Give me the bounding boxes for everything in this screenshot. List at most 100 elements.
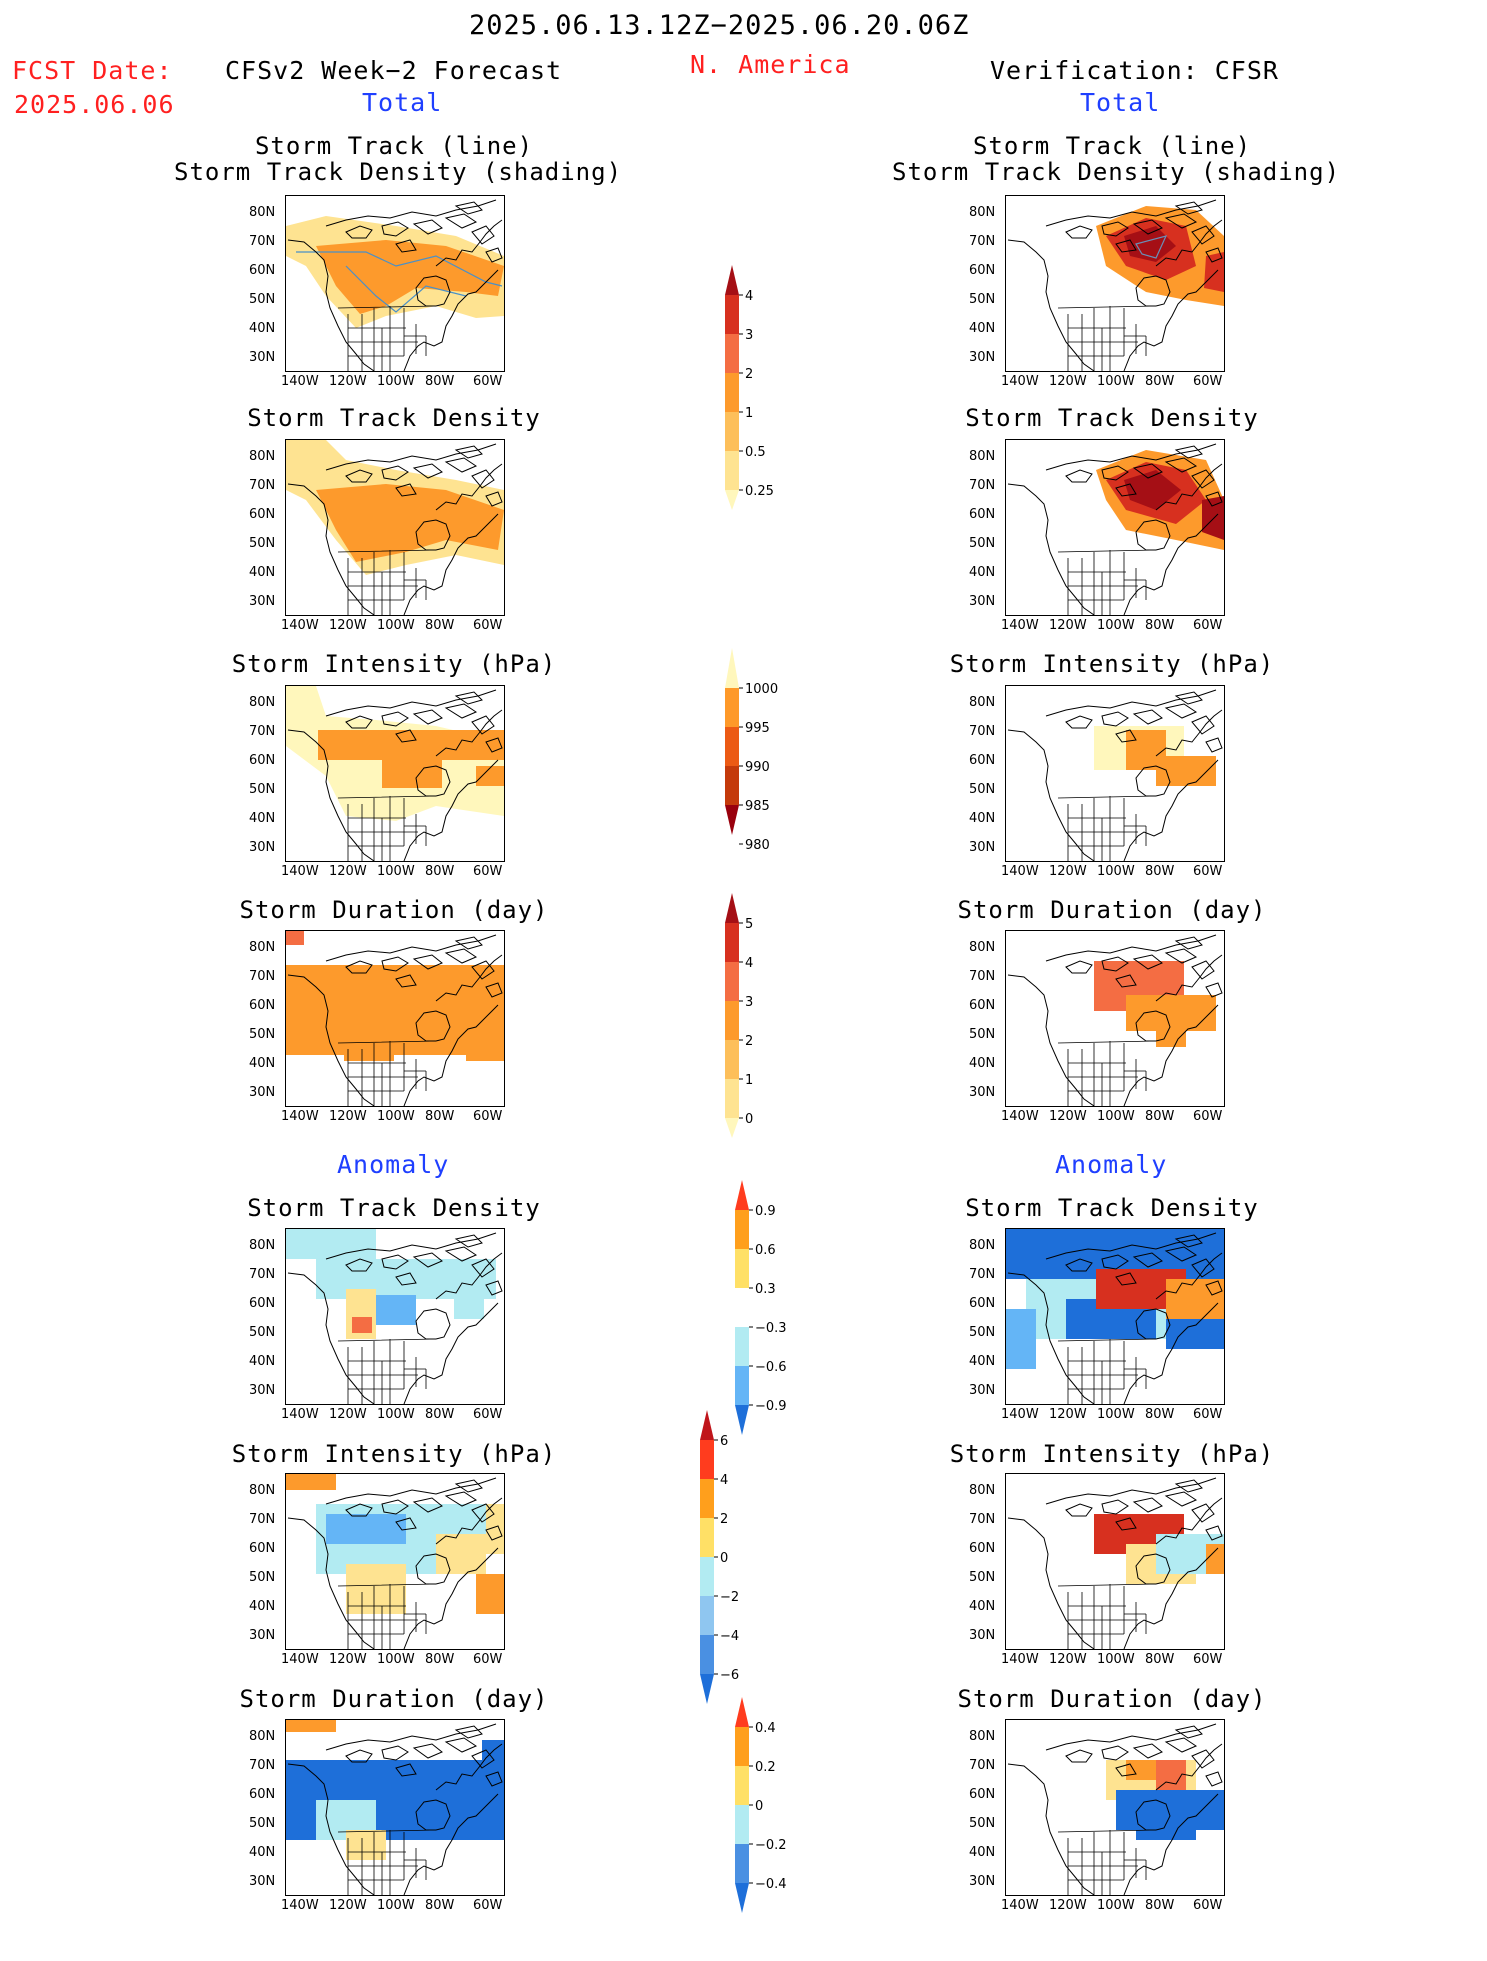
map-l1 — [286, 199, 504, 371]
map-r1 — [1007, 199, 1224, 371]
colorbar-arrow-top — [735, 1697, 749, 1727]
lon-tick: 120W — [329, 1898, 367, 1913]
colorbar-segment — [700, 1635, 714, 1674]
lon-tick: 80W — [425, 1652, 455, 1667]
map-panel-l6 — [285, 1473, 505, 1650]
lat-tick: 40N — [969, 1599, 996, 1614]
lon-tick: 120W — [1049, 1407, 1087, 1422]
lat-tick: 80N — [969, 1238, 996, 1253]
colorbar-label: 0 — [720, 1551, 728, 1566]
colorbar-label: 1 — [745, 1073, 753, 1088]
colorbar-segment — [700, 1479, 714, 1518]
lat-tick: 80N — [249, 1238, 276, 1253]
colorbar-anomaly-duration: 0.4 0.2 0 −0.2 −0.4 — [735, 1697, 805, 1961]
lon-tick: 140W — [281, 1652, 319, 1667]
lat-tick: 60N — [249, 1296, 276, 1311]
lon-tick: 60W — [473, 618, 503, 633]
lon-tick: 80W — [425, 1407, 455, 1422]
map-r5 — [1006, 1229, 1224, 1404]
lon-tick: 80W — [1145, 864, 1175, 879]
lon-tick: 120W — [329, 374, 367, 389]
colorbar-label: −0.3 — [755, 1321, 787, 1336]
colorbar-arrow-bottom — [700, 1674, 714, 1704]
colorbar-segment — [725, 295, 739, 334]
map-panel-l2 — [285, 439, 505, 616]
colorbar-label: 0.25 — [745, 484, 774, 499]
colorbar-arrow-top — [725, 893, 739, 923]
lon-tick: 60W — [473, 1898, 503, 1913]
colorbar-label: 3 — [745, 328, 753, 343]
lat-tick: 30N — [249, 1628, 276, 1643]
lat-tick: 70N — [249, 234, 276, 249]
colorbar-total-intensity: 1000 995 990 985 980 — [725, 648, 795, 873]
lon-tick: 60W — [1193, 1898, 1223, 1913]
lon-tick: 100W — [1097, 1652, 1135, 1667]
colorbar-label: 980 — [745, 838, 770, 853]
lat-tick: 70N — [249, 478, 276, 493]
colorbar-arrow-top — [700, 1410, 714, 1440]
r3-title: Storm Intensity (hPa) — [949, 650, 1275, 678]
lon-tick: 80W — [425, 864, 455, 879]
lat-tick: 70N — [969, 234, 996, 249]
lon-tick: 120W — [329, 1109, 367, 1124]
r7-title: Storm Duration (day) — [957, 1685, 1267, 1713]
lat-tick: 80N — [249, 205, 276, 220]
colorbar-label: 5 — [745, 917, 753, 932]
lat-tick: 70N — [249, 724, 276, 739]
lat-tick: 80N — [249, 449, 276, 464]
colorbar-segment — [700, 1596, 714, 1635]
r1-title-a: Storm Track (line) — [972, 132, 1252, 160]
lat-tick: 60N — [249, 998, 276, 1013]
lat-tick: 70N — [249, 1512, 276, 1527]
lon-tick: 120W — [1049, 1109, 1087, 1124]
lon-tick: 60W — [1193, 1109, 1223, 1124]
colorbar-label: 0.5 — [745, 445, 766, 460]
lat-tick: 70N — [969, 1758, 996, 1773]
colorbar-segment — [725, 451, 739, 490]
r5-title: Storm Track Density — [965, 1194, 1259, 1222]
colorbar-segment — [735, 1249, 749, 1288]
forecast-title: CFSv2 Week−2 Forecast — [225, 56, 563, 85]
lat-tick: 30N — [249, 1085, 276, 1100]
lat-tick: 80N — [249, 1729, 276, 1744]
lat-tick: 60N — [249, 507, 276, 522]
map-panel-l3 — [285, 685, 505, 862]
map-l6 — [286, 1474, 504, 1649]
lon-tick: 80W — [1145, 374, 1175, 389]
colorbar-segment — [735, 1766, 749, 1805]
l1-title-b: Storm Track Density (shading) — [174, 158, 623, 186]
lat-tick: 70N — [249, 1758, 276, 1773]
lat-tick: 40N — [969, 1845, 996, 1860]
lat-tick: 60N — [969, 1541, 996, 1556]
lat-tick: 50N — [969, 536, 996, 551]
colorbar-label: −6 — [720, 1668, 739, 1683]
lon-tick: 80W — [425, 618, 455, 633]
lat-tick: 80N — [969, 1483, 996, 1498]
lat-tick: 40N — [249, 811, 276, 826]
lat-tick: 60N — [969, 507, 996, 522]
colorbar-segment — [735, 1288, 749, 1327]
colorbar-label: 0 — [755, 1799, 763, 1814]
colorbar-arrow-bottom — [725, 490, 739, 510]
fcst-date-value: 2025.06.06 — [14, 90, 175, 119]
lat-tick: 60N — [969, 1787, 996, 1802]
lon-tick: 140W — [1001, 1898, 1039, 1913]
lon-tick: 60W — [473, 1652, 503, 1667]
lon-tick: 120W — [329, 864, 367, 879]
lat-tick: 50N — [969, 292, 996, 307]
lat-tick: 60N — [249, 263, 276, 278]
map-panel-l5 — [285, 1228, 505, 1405]
map-r6 — [1007, 1477, 1224, 1649]
colorbar-segment — [725, 412, 739, 451]
lat-tick: 50N — [249, 1816, 276, 1831]
map-panel-l1 — [285, 195, 505, 372]
map-r7 — [1007, 1723, 1224, 1895]
colorbar-segment — [725, 688, 739, 727]
lon-tick: 60W — [473, 374, 503, 389]
colorbar-label: −0.9 — [755, 1399, 787, 1414]
lon-tick: 60W — [473, 864, 503, 879]
fcst-date-label: FCST Date: — [12, 56, 173, 85]
colorbar-arrow-bottom — [735, 1405, 749, 1435]
lat-tick: 80N — [249, 1483, 276, 1498]
l7-title: Storm Duration (day) — [239, 1685, 549, 1713]
